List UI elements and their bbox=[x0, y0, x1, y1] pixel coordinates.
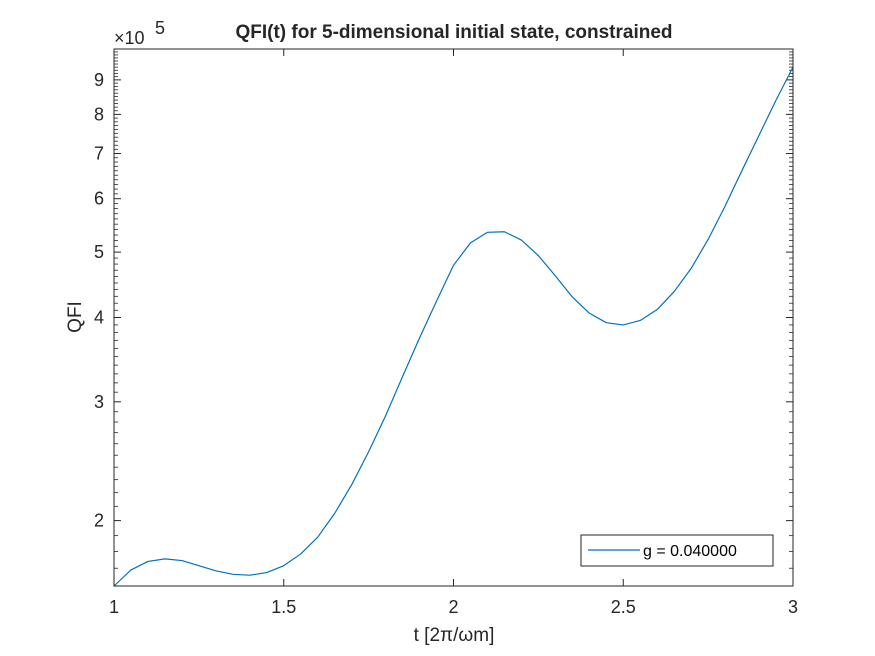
y-tick-label: 3 bbox=[94, 392, 104, 412]
y-tick-label: 8 bbox=[94, 104, 104, 124]
legend-label: g = 0.040000 bbox=[643, 543, 737, 560]
y-tick-label: 5 bbox=[94, 242, 104, 262]
series-layer bbox=[113, 66, 794, 587]
plot-frame bbox=[113, 48, 794, 587]
y-exponent-label: ×10 bbox=[114, 28, 145, 48]
y-tick-label: 4 bbox=[94, 308, 104, 328]
x-tick-label: 2 bbox=[448, 597, 458, 617]
x-axis-label: t [2π/ωm] bbox=[414, 625, 495, 646]
plot-area bbox=[114, 49, 793, 586]
x-ticks: 1 1.5 2 2.5 3 bbox=[109, 49, 798, 617]
x-tick-label: 2.5 bbox=[611, 597, 636, 617]
series-line bbox=[113, 66, 794, 587]
y-ticks: 2 3 4 5 6 7 8 9 bbox=[94, 51, 793, 569]
x-tick-label: 3 bbox=[788, 597, 798, 617]
y-exponent: ×10 5 bbox=[114, 18, 165, 48]
legend: g = 0.040000 bbox=[580, 534, 774, 567]
y-tick-label: 7 bbox=[94, 144, 104, 164]
x-tick-label: 1.5 bbox=[271, 597, 296, 617]
y-tick-label: 9 bbox=[94, 70, 104, 90]
y-exponent-power: 5 bbox=[155, 18, 165, 38]
y-axis-label: QFI bbox=[65, 301, 86, 333]
chart-title: QFI(t) for 5-dimensional initial state, … bbox=[235, 22, 672, 43]
x-tick-label: 1 bbox=[109, 597, 119, 617]
y-tick-label: 6 bbox=[94, 189, 104, 209]
y-tick-label: 2 bbox=[94, 511, 104, 531]
